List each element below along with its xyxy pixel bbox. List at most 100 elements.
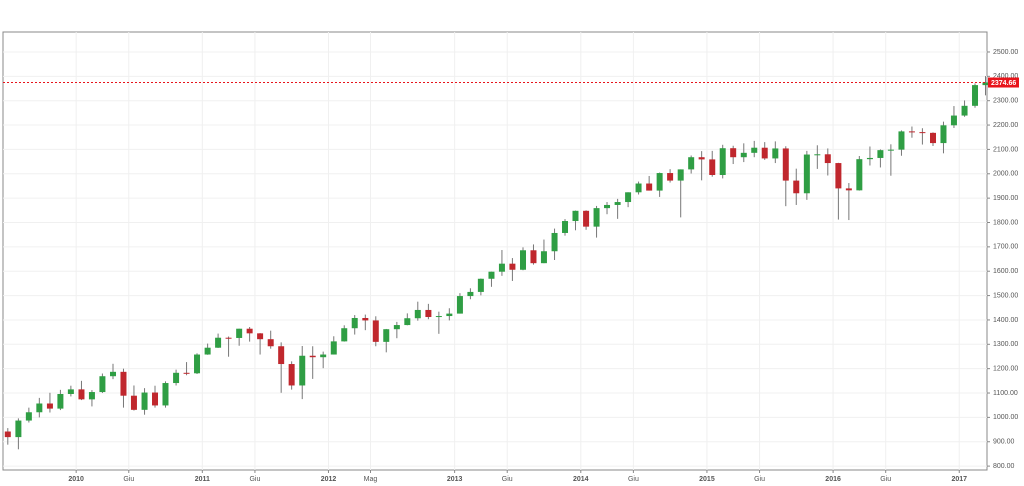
candle-body [477, 278, 484, 292]
candle-body [940, 125, 947, 144]
candle-body [604, 204, 611, 209]
candle-body [982, 82, 989, 86]
last-price-badge [988, 77, 1019, 88]
candle-body [593, 208, 600, 227]
candle-body [740, 152, 747, 158]
candle-body [446, 313, 453, 317]
candle-body [972, 85, 979, 106]
candle-body [930, 132, 937, 144]
candle-body [835, 163, 842, 189]
candle-body [761, 147, 768, 159]
candle-body [625, 192, 632, 203]
candle-body [866, 157, 873, 160]
candle-body [772, 148, 779, 159]
y-tick-label: 1500.00 [993, 292, 1018, 299]
candle-body [908, 131, 915, 133]
candle-body [572, 210, 579, 222]
x-tick-label: 2013 [447, 476, 463, 483]
candle-body [204, 347, 211, 355]
y-tick-label: 1600.00 [993, 268, 1018, 275]
candle-body [646, 183, 653, 191]
candle-body [372, 320, 379, 342]
candle-body [152, 392, 159, 406]
candle-body [688, 157, 695, 170]
candle-body [425, 309, 432, 318]
candle-body [173, 372, 180, 384]
candle-body [562, 221, 569, 233]
y-tick-label: 1000.00 [993, 414, 1018, 421]
y-tick-label: 2400.00 [993, 73, 1018, 80]
x-tick-label: Giu [249, 476, 260, 483]
y-tick-label: 1700.00 [993, 244, 1018, 251]
y-tick-label: 1100.00 [993, 390, 1018, 397]
candle-body [351, 317, 358, 329]
candle-body [383, 329, 390, 342]
y-tick-label: 1200.00 [993, 366, 1018, 373]
x-tick-label: Giu [628, 476, 639, 483]
candle-body [67, 389, 74, 394]
candle-body [99, 376, 106, 393]
x-tick-label: Giu [880, 476, 891, 483]
candle-body [667, 173, 674, 181]
candle-body [236, 328, 243, 338]
candle-body [393, 325, 400, 330]
candle-body [698, 157, 705, 160]
candle-body [719, 148, 726, 175]
candle-body [961, 105, 968, 116]
candle-body [551, 232, 558, 252]
candle-body [110, 371, 117, 377]
candle-body [950, 115, 957, 126]
candle-body [488, 271, 495, 279]
candle-body [215, 337, 222, 348]
candle-body [362, 317, 369, 321]
candle-body [404, 318, 411, 326]
candle-body [583, 210, 590, 227]
candle-body [4, 431, 11, 438]
candle-body [814, 154, 821, 156]
candle-body [257, 333, 264, 340]
y-tick-label: 1400.00 [993, 317, 1018, 324]
candle-body [78, 389, 85, 400]
candle-body [15, 420, 22, 438]
x-tick-label: Giu [754, 476, 765, 483]
candle-body [88, 392, 95, 400]
x-tick-label: 2016 [825, 476, 841, 483]
candle-body [183, 372, 190, 374]
candle-body [824, 154, 831, 164]
x-tick-label: Mag [364, 476, 378, 483]
candle-body [320, 354, 327, 358]
candle-body [782, 148, 789, 181]
candle-body [162, 383, 169, 406]
last-price-label: 2374.66 [991, 80, 1016, 87]
candle-body [877, 150, 884, 158]
y-tick-label: 2200.00 [993, 122, 1018, 129]
x-tick-label: Giu [123, 476, 134, 483]
candle-body [36, 403, 43, 413]
candle-body [709, 159, 716, 175]
candle-body [309, 355, 316, 358]
candle-body [635, 183, 642, 193]
candle-body [498, 263, 505, 272]
candle-body [225, 337, 232, 339]
candle-body [887, 149, 894, 151]
x-tick-label: 2011 [195, 476, 210, 483]
candle-body [330, 341, 337, 355]
candle-body [467, 291, 474, 297]
candle-body [278, 346, 285, 365]
candle-body [509, 263, 516, 270]
candle-body [246, 328, 253, 334]
candle-body [540, 251, 547, 264]
candle-body [46, 403, 53, 409]
candle-body [120, 371, 127, 396]
candle-body [435, 316, 442, 318]
candle-body [141, 392, 148, 410]
y-tick-label: 2000.00 [993, 171, 1018, 178]
candle-body [414, 309, 421, 319]
y-tick-label: 2100.00 [993, 146, 1018, 153]
x-tick-label: 2014 [573, 476, 589, 483]
candle-body [267, 339, 274, 347]
y-tick-label: 1300.00 [993, 341, 1018, 348]
candle-body [57, 393, 64, 409]
candle-body [299, 355, 306, 386]
candle-body [194, 354, 201, 374]
